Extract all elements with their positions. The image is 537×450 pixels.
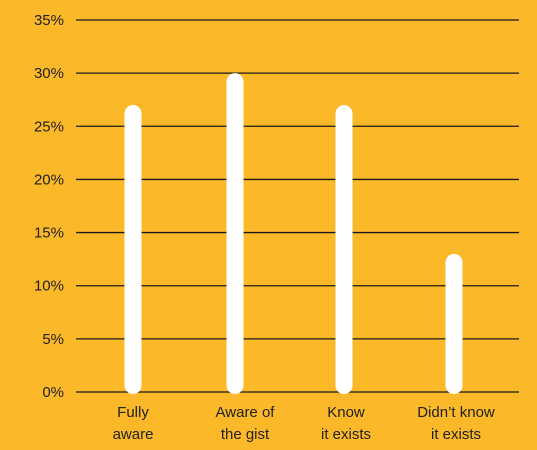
bars: [124, 73, 463, 395]
x-category-label-line: Didn’t know: [417, 404, 495, 421]
x-category-label: Didn’t know it exists: [417, 404, 495, 443]
y-tick-label: 10%: [34, 278, 64, 295]
x-category-label-line: it exists: [321, 426, 371, 443]
x-category-label: Fully aware: [113, 404, 154, 443]
x-category-label-line: it exists: [431, 426, 481, 443]
bar: [445, 253, 463, 394]
x-category-label: Know it exists: [321, 404, 371, 443]
bar: [335, 105, 353, 395]
y-tick-label: 0%: [42, 384, 64, 401]
x-category-label-line: Know: [327, 404, 365, 421]
x-category-label-line: Fully: [117, 404, 149, 421]
y-tick-label: 5%: [42, 331, 64, 348]
grid-lines: [76, 19, 519, 393]
x-category-label-line: Aware of: [216, 404, 276, 421]
x-category-label: Aware of the gist: [216, 404, 276, 443]
y-tick-label: 25%: [34, 118, 64, 135]
bar: [124, 105, 142, 395]
y-tick-label: 30%: [34, 65, 64, 82]
x-category-label-line: the gist: [221, 426, 270, 443]
x-category-label-line: aware: [113, 426, 154, 443]
y-axis-tick-labels: 0% 5% 10% 15% 20% 25% 30% 35%: [34, 12, 64, 401]
y-tick-label: 20%: [34, 171, 64, 188]
y-tick-label: 35%: [34, 12, 64, 29]
y-tick-label: 15%: [34, 225, 64, 242]
bar: [226, 73, 244, 395]
